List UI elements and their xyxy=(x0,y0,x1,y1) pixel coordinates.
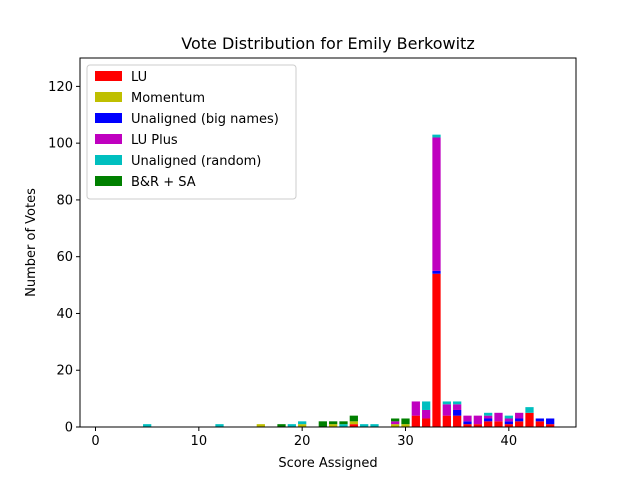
bar-segment xyxy=(349,424,358,427)
legend-label: Unaligned (random) xyxy=(131,154,261,169)
bar-segment xyxy=(442,401,451,405)
bar-segment xyxy=(463,415,472,422)
legend-label: LU xyxy=(131,70,147,85)
legend-swatch xyxy=(95,155,122,165)
bar-segment xyxy=(453,404,462,410)
bar-segment xyxy=(463,424,472,427)
x-tick-label: 30 xyxy=(397,434,414,449)
bar-segment xyxy=(432,273,441,427)
x-tick-label: 0 xyxy=(91,434,99,449)
bar-segment xyxy=(515,421,524,427)
bar-segment xyxy=(525,407,534,413)
bar-segment xyxy=(442,404,451,416)
bar-segment xyxy=(432,137,441,271)
bar-segment xyxy=(484,418,493,422)
bar-segment xyxy=(318,421,327,427)
x-tick-label: 40 xyxy=(501,434,518,449)
bars xyxy=(143,134,555,427)
bar-segment xyxy=(484,421,493,427)
bar-segment xyxy=(515,412,524,419)
bar-segment xyxy=(546,418,555,425)
y-tick-label: 80 xyxy=(56,193,73,208)
bar-segment xyxy=(401,418,410,425)
bar-segment xyxy=(525,412,534,427)
bar-segment xyxy=(298,421,307,425)
bar-segment xyxy=(422,409,431,419)
bar-segment xyxy=(422,418,431,427)
bar-segment xyxy=(411,415,420,427)
legend-label: Unaligned (big names) xyxy=(131,112,279,127)
bar-segment xyxy=(453,409,462,416)
y-tick-label: 100 xyxy=(48,137,73,152)
bar-segment xyxy=(422,401,431,410)
legend-label: Momentum xyxy=(131,91,205,106)
legend-swatch xyxy=(95,134,122,144)
bar-segment xyxy=(349,415,358,422)
bar-segment xyxy=(277,424,286,427)
bar-segment xyxy=(473,424,482,427)
bar-segment xyxy=(215,424,224,427)
bar-segment xyxy=(391,418,400,422)
bar-segment xyxy=(370,424,379,427)
bar-segment xyxy=(453,415,462,427)
chart-title: Vote Distribution for Emily Berkowitz xyxy=(181,34,474,53)
bar-segment xyxy=(329,421,338,425)
x-tick-label: 20 xyxy=(294,434,311,449)
legend-swatch xyxy=(95,92,122,102)
bar-segment xyxy=(504,424,513,427)
bar-segment xyxy=(473,415,482,425)
legend-label: LU Plus xyxy=(131,133,178,148)
bar-segment xyxy=(360,424,369,427)
bar-segment xyxy=(339,421,348,425)
bar-segment xyxy=(515,418,524,422)
bar-segment xyxy=(401,424,410,427)
bar-segment xyxy=(329,424,338,427)
y-tick-label: 20 xyxy=(56,364,73,379)
y-axis-label: Number of Votes xyxy=(24,188,39,297)
bar-segment xyxy=(256,424,265,427)
x-tick-label: 10 xyxy=(191,434,208,449)
y-tick-label: 40 xyxy=(56,307,73,322)
y-tick-label: 60 xyxy=(56,250,73,265)
y-tick-label: 0 xyxy=(65,421,73,436)
bar-segment xyxy=(143,424,152,427)
bar-segment xyxy=(411,401,420,416)
bar-segment xyxy=(298,424,307,427)
bar-segment xyxy=(546,424,555,427)
bar-segment xyxy=(504,415,513,419)
bar-segment xyxy=(535,421,544,427)
bar-segment xyxy=(494,412,503,422)
legend-swatch xyxy=(95,113,122,123)
bar-segment xyxy=(494,421,503,427)
bar-segment xyxy=(442,415,451,427)
bar-segment xyxy=(463,421,472,425)
bar-segment xyxy=(432,270,441,274)
bar-segment xyxy=(535,418,544,422)
plot-frame xyxy=(79,57,577,428)
bar-segment xyxy=(484,412,493,416)
bar-segment xyxy=(504,421,513,425)
bar-segment xyxy=(432,134,441,138)
legend-label: B&R + SA xyxy=(131,175,196,190)
legend-box xyxy=(86,64,297,200)
bar-segment xyxy=(391,421,400,425)
y-tick-label: 120 xyxy=(48,80,73,95)
bar-segment xyxy=(287,424,296,427)
bar-segment xyxy=(453,401,462,405)
bar-segment xyxy=(349,421,358,425)
legend-swatch xyxy=(95,176,122,186)
x-axis-label: Score Assigned xyxy=(278,456,377,471)
bar-segment xyxy=(391,424,400,427)
bar-segment xyxy=(504,418,513,422)
ticks: 0 10 20 30 40 0 20 40 60 80 100 120 xyxy=(48,80,517,449)
legend: LU Momentum Unaligned (big names) LU Plus Un… xyxy=(86,64,297,200)
bar-segment xyxy=(339,424,348,427)
bar-segment xyxy=(484,415,493,419)
legend-swatch xyxy=(95,71,122,81)
